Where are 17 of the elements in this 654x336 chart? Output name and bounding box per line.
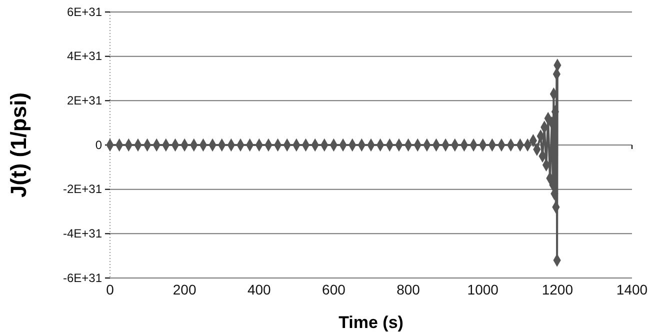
x-axis-title: Time (s)	[338, 313, 404, 332]
x-tick-label: 400	[247, 282, 272, 298]
y-tick-label: -4E+31	[62, 226, 102, 241]
x-tick-label: 600	[322, 282, 346, 298]
y-tick-label: 4E+31	[66, 49, 102, 64]
x-tick-label: 200	[172, 282, 196, 298]
x-tick-label: 1400	[616, 282, 648, 298]
y-axis-title: J(t) (1/psi)	[6, 92, 31, 198]
x-tick-label: 1000	[467, 282, 499, 298]
y-tick-label: -6E+31	[62, 270, 102, 285]
y-tick-label: -2E+31	[62, 182, 102, 196]
y-tick-label: 0	[95, 138, 102, 152]
y-tick-label: 6E+31	[66, 4, 102, 19]
x-tick-label: 800	[396, 282, 420, 298]
x-tick-label: 0	[106, 282, 114, 298]
y-tick-label: 2E+31	[66, 94, 102, 108]
x-tick-label: 1200	[542, 282, 574, 298]
